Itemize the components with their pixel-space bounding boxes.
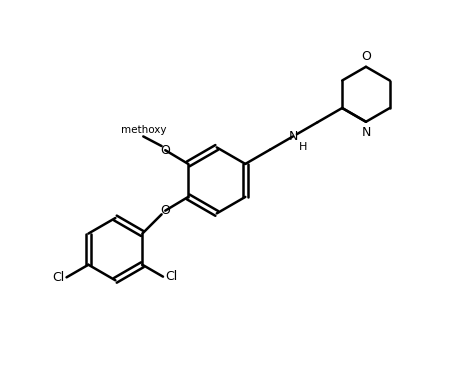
- Text: O: O: [160, 204, 170, 217]
- Text: O: O: [361, 50, 371, 63]
- Text: Cl: Cl: [165, 270, 177, 283]
- Text: methoxy: methoxy: [120, 125, 166, 135]
- Text: O: O: [160, 144, 170, 157]
- Text: N: N: [288, 130, 298, 143]
- Text: Cl: Cl: [53, 271, 65, 284]
- Text: N: N: [361, 126, 371, 139]
- Text: H: H: [299, 141, 307, 151]
